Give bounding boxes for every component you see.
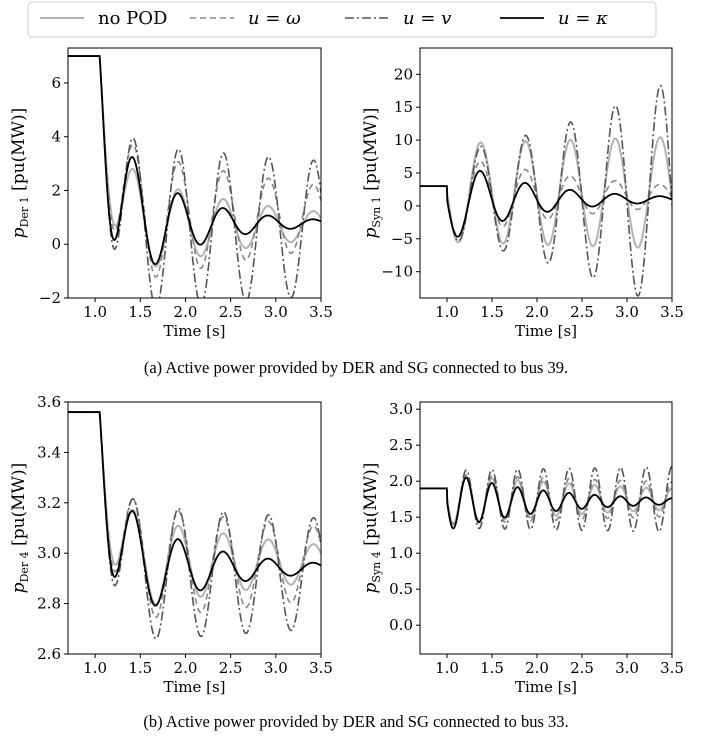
x-tick-label: 3.0	[264, 659, 288, 677]
x-tick-label: 1.0	[435, 659, 459, 677]
y-label-unit: [pu(MW)]	[9, 463, 29, 552]
y-label-unit: [pu(MW)]	[361, 108, 381, 197]
x-tick-label: 1.5	[128, 303, 152, 321]
series-line-0	[420, 136, 672, 249]
legend-label: u = v	[403, 8, 451, 29]
plot-frame	[67, 47, 322, 299]
y-tick-label: −5	[391, 230, 413, 248]
legend-frame	[27, 1, 657, 38]
y-tick-label: 3.4	[37, 443, 61, 461]
y-tick-label: 10	[394, 131, 413, 149]
y-tick-label: 6	[51, 74, 61, 92]
chart-panel-b-left: 1.0 1.5 2.0 2.5 3.0 3.5 2.6 2.8 3.0 3.2 3.4 3.6 Time…	[9, 393, 333, 696]
x-tick-label: 1.0	[83, 659, 107, 677]
y-tick-label: 20	[394, 65, 413, 83]
series-line-1	[68, 55, 321, 278]
legend-label: no POD	[98, 8, 167, 29]
x-axis-label: Time [s]	[163, 678, 225, 696]
x-tick-label: 2.0	[174, 659, 198, 677]
x-axis-label: Time [s]	[515, 678, 577, 696]
x-tick-label: 2.0	[174, 303, 198, 321]
y-tick-label: 0	[51, 235, 61, 253]
y-tick-label: 3.2	[37, 494, 61, 512]
x-axis-label: Time [s]	[515, 322, 577, 340]
x-tick-label: 3.0	[615, 659, 639, 677]
y-label-main: p	[361, 582, 381, 593]
y-label-unit: [pu(MW)]	[361, 463, 381, 552]
y-tick-label: 3.6	[37, 393, 61, 411]
plot-frame	[67, 401, 322, 655]
plot-frame	[419, 47, 673, 299]
series-line-2	[68, 55, 321, 298]
series-line-3	[68, 411, 321, 607]
y-tick-label: 4	[51, 128, 61, 146]
x-tick-label: 2.5	[570, 303, 594, 321]
series-line-2	[420, 84, 672, 297]
x-tick-label: 3.5	[660, 659, 684, 677]
chart-panel-a-left: 1.0 1.5 2.0 2.5 3.0 3.5 −2 0 2 4 6 Time [s] pDer 1 […	[9, 47, 333, 340]
series-line-1	[420, 160, 672, 237]
y-label-sub: Syn 4	[370, 551, 383, 582]
y-tick-label: 0	[403, 197, 413, 215]
x-tick-label: 3.5	[309, 659, 333, 677]
legend: no POD u = ω u = v u = κ	[27, 1, 657, 38]
y-tick-label: 2.6	[37, 645, 61, 663]
y-tick-label: −2	[39, 289, 61, 307]
y-tick-label: 2.8	[37, 595, 61, 613]
x-axis-label: Time [s]	[163, 322, 225, 340]
y-tick-label: 3.0	[37, 544, 61, 562]
series-line-2	[420, 465, 672, 533]
x-tick-label: 1.5	[128, 659, 152, 677]
y-tick-label: 1.5	[389, 508, 413, 526]
series-line-3	[420, 476, 672, 530]
y-tick-label: 0.0	[389, 616, 413, 634]
y-tick-label: 2	[51, 181, 61, 199]
x-tick-label: 2.0	[525, 659, 549, 677]
y-label-sub: Syn 1	[370, 196, 383, 227]
y-tick-label: 15	[394, 98, 413, 116]
x-tick-label: 3.0	[264, 303, 288, 321]
plot-frame	[419, 401, 673, 655]
x-tick-label: 3.0	[615, 303, 639, 321]
caption-a: (a) Active power provided by DER and SG …	[143, 358, 569, 377]
y-axis-label: pSyn 1 [pu(MW)]	[361, 108, 383, 239]
y-label-sub: Der 1	[18, 196, 31, 227]
y-tick-label: 2.0	[389, 472, 413, 490]
x-tick-label: 1.0	[83, 303, 107, 321]
x-tick-label: 3.5	[309, 303, 333, 321]
y-tick-label: 1.0	[389, 544, 413, 562]
x-tick-label: 1.5	[480, 659, 504, 677]
y-axis-label: pSyn 4 [pu(MW)]	[361, 463, 383, 594]
x-tick-label: 1.5	[480, 303, 504, 321]
series-line-3	[420, 169, 672, 238]
caption-b: (b) Active power provided by DER and SG …	[143, 712, 569, 731]
series-line-2	[68, 411, 321, 640]
y-tick-label: 5	[403, 164, 413, 182]
y-label-sub: Der 4	[18, 551, 31, 582]
y-label-main: p	[361, 227, 381, 238]
legend-label: u = κ	[558, 8, 608, 29]
series-line-3	[68, 55, 321, 266]
x-tick-label: 1.0	[435, 303, 459, 321]
x-tick-label: 3.5	[660, 303, 684, 321]
y-axis-label: pDer 1 [pu(MW)]	[9, 108, 31, 239]
legend-label: u = ω	[248, 8, 301, 29]
y-tick-label: 0.5	[389, 580, 413, 598]
y-tick-label: 2.5	[389, 436, 413, 454]
x-tick-label: 2.5	[570, 659, 594, 677]
chart-panel-a-right: 1.0 1.5 2.0 2.5 3.0 3.5 −10 −5 0 5 10 15 20 Time [s] p…	[361, 47, 684, 340]
y-label-main: p	[9, 582, 29, 593]
x-tick-label: 2.0	[525, 303, 549, 321]
y-label-main: p	[9, 227, 29, 238]
y-tick-label: −10	[381, 263, 413, 281]
x-tick-label: 2.5	[219, 303, 243, 321]
y-label-unit: [pu(MW)]	[9, 108, 29, 197]
y-axis-label: pDer 4 [pu(MW)]	[9, 463, 31, 594]
chart-panel-b-right: 1.0 1.5 2.0 2.5 3.0 3.5 0.0 0.5 1.0 1.5 2.0 2.5 3.0 T…	[361, 400, 684, 696]
x-tick-label: 2.5	[219, 659, 243, 677]
y-tick-label: 3.0	[389, 400, 413, 418]
